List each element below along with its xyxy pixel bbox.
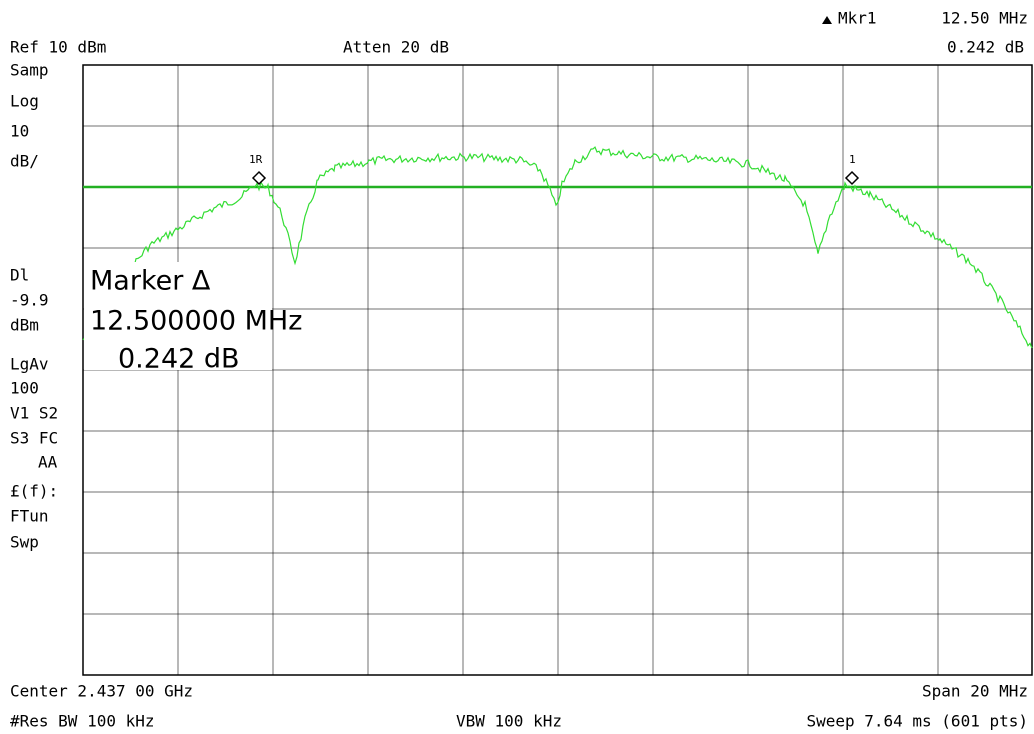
ref-level: Ref 10 dBm [10, 38, 106, 57]
side-label: 100 [10, 379, 39, 398]
center: Center 2.437 00 GHz [10, 682, 193, 701]
trace [82, 146, 1033, 349]
rbw: #Res BW 100 kHz [10, 712, 155, 731]
side-label: AA [38, 453, 58, 472]
marker-delta: 0.242 dB [118, 344, 240, 375]
side-label: dB/ [10, 152, 39, 171]
side-label: Samp [10, 61, 49, 80]
vbw: VBW 100 kHz [456, 712, 562, 731]
delta-marker-label: 1 [849, 153, 856, 166]
side-label: 10 [10, 122, 29, 141]
span: Span 20 MHz [922, 682, 1028, 701]
side-label: S3 FC [10, 429, 58, 448]
marker-box [84, 262, 272, 370]
side-label: Swp [10, 533, 39, 552]
side-label: Dl [10, 266, 29, 285]
ref-marker-label: 1R [249, 153, 263, 166]
side-labels: Samp Log 10 dB/Dl -9.9 dBm LgAv 100 V1 S2 S3 FC AA… [10, 61, 58, 552]
side-label: Log [10, 92, 39, 111]
atten: Atten 20 dB [343, 38, 449, 57]
marker-delta-header: 0.242 dB [947, 38, 1024, 57]
marker-name: Mkr1 [838, 9, 877, 28]
sweep: Sweep 7.64 ms (601 pts) [806, 712, 1028, 731]
marker-freq: 12.500000 MHz [90, 306, 302, 337]
marker-title: Marker Δ [90, 266, 211, 297]
side-label: FTun [10, 507, 49, 526]
side-label: dBm [10, 316, 39, 335]
ref-marker [251, 170, 267, 186]
delta-marker [844, 170, 860, 186]
delta-icon [822, 16, 832, 24]
side-label: £(f): [10, 482, 58, 501]
side-label: V1 S2 [10, 404, 58, 423]
side-label: -9.9 [10, 291, 49, 310]
side-label: LgAv [10, 355, 49, 374]
marker-freq-header: 12.50 MHz [941, 9, 1028, 28]
